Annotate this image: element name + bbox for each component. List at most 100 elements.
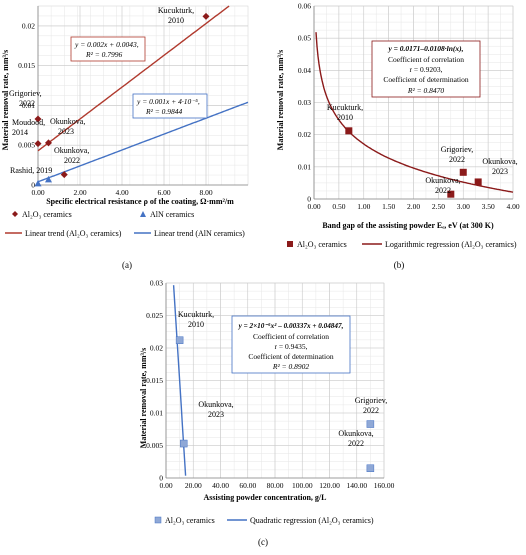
chart-c-equation-line: Coefficient of correlation [253,332,329,341]
x-tick-label: 1.00 [357,202,370,211]
x-tick-label: 60.00 [239,481,256,490]
chart-b-panel-label: (b) [394,260,405,270]
chart-a-ticks: 0.00 2.00 4.00 6.00 8.00 0 0.005 0.01 0.015 0.02 [18,21,213,197]
chart-a-equation-line: R² = 0.7996 [85,50,123,59]
chart-a-trendlines [37,5,249,183]
y-tick-label: 0 [31,181,35,190]
data-point [34,140,42,148]
legend-marker-al2o3 [287,241,293,247]
chart-c: 0.00 20.00 40.00 60.00 80.00 100.00 120.00 140.… [139,279,395,548]
chart-c-equation-line: R² = 0.8902 [272,362,310,371]
chart-b-point-label: Okunkova, [482,157,517,166]
chart-a-y-axis-title: Material removal rate, mm³/s [1,50,10,150]
chart-a-point-label: 2022 [19,99,35,108]
y-tick-label: 0.015 [18,61,35,70]
chart-b-grid [313,5,514,200]
chart-b-point-label: Kucukturk, [327,103,363,112]
legend-label: Logarithmic regression (Al₂O₃ ceramics) [385,240,517,249]
legend-label: Al₂O₃ ceramics [297,240,347,249]
y-tick-label: 0.03 [298,98,311,107]
y-tick-label: 0.005 [146,441,163,450]
x-tick-label: 3.50 [482,202,495,211]
chart-a-panel-label: (a) [122,260,132,270]
chart-a-point-label: Kucukturk, [158,6,194,15]
chart-b: 0.00 0.50 1.00 1.50 2.00 2.50 3.00 3.50 4.00 0 0.0… [276,2,520,271]
chart-b-equation-line: R² = 0.8470 [407,86,445,95]
legend-label: Linear trend (Al₂O₃ ceramics) [25,229,122,238]
chart-a-point-label: 2022 [64,156,80,165]
legend-label: Linear trend (AlN ceramics) [154,229,245,238]
chart-c-point-label: Okunkova, [338,429,373,438]
chart-b-y-axis-title: Material removal rate, mm³/s [276,50,285,150]
chart-b-point-label: Grigoriev, [441,145,474,154]
chart-a: 0.00 2.00 4.00 6.00 8.0000.0050.010.0150.02 … [1,5,249,270]
chart-a-equation-line: y = 0.001x + 4·10⁻⁵, [136,97,200,106]
x-tick-label: 0.50 [332,202,345,211]
x-tick-label: 6.00 [157,188,170,197]
x-tick-label: 2.00 [73,188,86,197]
x-tick-label: 8.00 [199,188,212,197]
chart-c-panel-label: (c) [258,537,268,547]
y-tick-label: 0.02 [22,21,35,30]
data-point [175,336,184,344]
trendline [37,101,249,183]
data-point [179,439,188,448]
chart-a-point-label: Okunkova, [54,146,89,155]
chart-b-x-axis-title: Band gap of the assisting powder Eₑ, eV … [322,221,494,230]
x-tick-label: 80.00 [267,481,284,490]
y-tick-label: 0.025 [146,311,163,320]
y-tick-label: 0.02 [298,130,311,139]
x-tick-label: 40.00 [212,481,229,490]
chart-a-point-label: Moudood, [12,118,45,127]
y-tick-label: 0.01 [22,101,35,110]
data-point [60,171,68,179]
data-point [34,115,42,123]
legend-label: Al₂O₃ ceramics [22,210,72,219]
chart-a-point-label: 2023 [58,127,74,136]
chart-c-equation-line: r = 0.9435, [275,342,308,351]
chart-c-point-label: 2022 [363,406,379,415]
chart-c-equation-box [231,315,351,374]
chart-b-equation-line: Coefficient of determination [383,75,469,84]
x-tick-label: 2.50 [432,202,445,211]
x-tick-label: 120.00 [319,481,340,490]
chart-c-equation-line: y = 2×10⁻⁵x² – 0.00337x + 0.04847, [238,322,344,330]
chart-b-equation-box [371,40,481,98]
chart-c-ticks: 0.00 20.00 40.00 60.00 80.00 100.00 120.00 140.… [146,279,394,491]
data-point [366,420,375,428]
chart-a-points [34,12,210,187]
chart-b-equation-line: Coefficient of correlation [388,55,464,64]
chart-b-point-label: 2023 [492,167,508,176]
x-tick-label: 4.00 [115,188,128,197]
legend-marker-aln [140,211,146,217]
data-point [447,190,455,198]
x-tick-label: 2.00 [407,202,420,211]
chart-b-legend: Al₂O₃ ceramics Logarithmic regression (A… [287,240,517,249]
y-tick-label: 0.04 [298,66,311,75]
chart-a-equation-line: y = 0.002x + 0.0043, [74,40,139,49]
y-tick-label: 0.01 [298,162,311,171]
y-tick-label: 0.02 [150,344,163,353]
x-tick-label: 4.00 [506,202,519,211]
legend-marker-al2o3 [12,211,18,217]
chart-a-point-label: 2014 [12,128,28,137]
chart-b-equation-line: r = 0.9203, [410,65,443,74]
chart-c-point-label: Okunkova, [198,400,233,409]
chart-c-points [175,336,375,472]
x-tick-label: 0.00 [159,481,172,490]
y-tick-label: 0.015 [146,376,163,385]
data-point [202,12,210,20]
data-point [459,168,467,176]
y-tick-label: 0 [159,474,163,483]
data-point [474,178,482,186]
chart-b-point-label: 2022 [435,186,451,195]
x-tick-label: 100.00 [292,481,313,490]
chart-a-point-label: Okunkova, [50,117,85,126]
data-point [34,179,42,187]
y-tick-label: 0.005 [18,141,35,150]
chart-a-equation-line: R² = 0.9844 [145,107,183,116]
x-tick-label: 160.00 [374,481,395,490]
chart-a-x-axis-title: Specific electrical resistance ρ of the … [46,197,234,206]
x-tick-label: 0.00 [31,188,44,197]
